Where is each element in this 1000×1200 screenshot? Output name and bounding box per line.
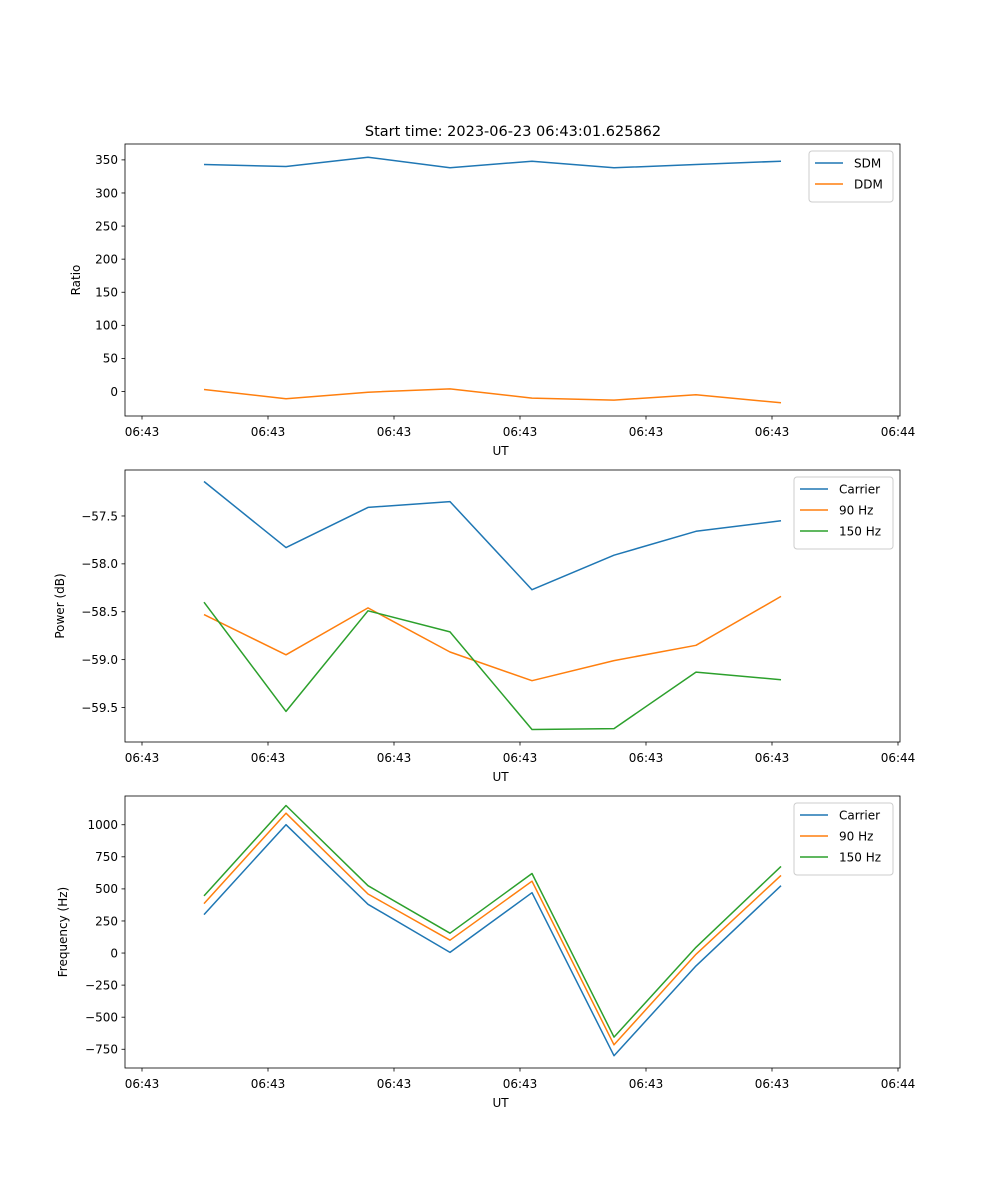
series-line-carrier [203, 480, 782, 591]
legend-label: SDM [854, 156, 881, 170]
x-axis-label: UT [492, 770, 509, 784]
x-tick-label: 06:43 [251, 751, 286, 765]
y-tick-label: −59.0 [81, 653, 118, 667]
y-tick-label: 350 [95, 153, 118, 167]
x-tick-label: 06:44 [881, 425, 916, 439]
subplots: 0 50 100 150 200 250 300 350 06:43 06:43 06:43 06:4… [53, 143, 916, 1110]
series-line-carrier [203, 823, 782, 1057]
x-tick-label: 06:43 [377, 751, 412, 765]
x-tick-label: 06:43 [629, 751, 664, 765]
x-tick-label: 06:43 [503, 751, 538, 765]
x-tick-label: 06:43 [503, 425, 538, 439]
figure-title: Start time: 2023-06-23 06:43:01.625862 [365, 124, 661, 140]
y-tick-label: 750 [95, 850, 118, 864]
legend-label: Carrier [839, 482, 880, 496]
y-tick-label: −57.5 [81, 509, 118, 523]
y-tick-label: −58.5 [81, 605, 118, 619]
y-tick-label: −250 [85, 978, 118, 992]
y-tick-label: −58.0 [81, 557, 118, 571]
legend: Carrier 90 Hz 150 Hz [793, 802, 894, 876]
y-tick-label: 100 [95, 319, 118, 333]
legend: Carrier 90 Hz 150 Hz [793, 476, 894, 550]
series-line-150-hz [203, 601, 782, 731]
x-tick-label: 06:43 [125, 751, 160, 765]
x-tick-label: 06:43 [125, 1077, 160, 1091]
legend-label: 150 Hz [839, 524, 881, 538]
series-line-90-hz [203, 812, 782, 1046]
x-tick-label: 06:43 [503, 1077, 538, 1091]
x-tick-label: 06:43 [755, 425, 790, 439]
y-tick-label: −500 [85, 1010, 118, 1024]
x-tick-label: 06:44 [881, 751, 916, 765]
subplot-3: −750 −500 −250 0 250 500 750 1000 06:43 06:43 06:4… [56, 795, 916, 1110]
legend-label: 150 Hz [839, 850, 881, 864]
y-axis-label: Power (dB) [53, 573, 67, 638]
y-tick-label: 300 [95, 186, 118, 200]
subplot-2: −59.5 −59.0 −58.5 −58.0 −57.5 06:43 06:43 06:43… [53, 469, 916, 784]
y-axis-label: Frequency (Hz) [56, 887, 70, 978]
legend-label: 90 Hz [839, 503, 873, 517]
series-line-150-hz [203, 804, 782, 1038]
x-tick-label: 06:43 [629, 1077, 664, 1091]
axes-frame [124, 795, 901, 1069]
y-tick-label: 150 [95, 286, 118, 300]
y-tick-label: 0 [110, 385, 118, 399]
x-tick-label: 06:43 [251, 1077, 286, 1091]
x-tick-label: 06:43 [251, 425, 286, 439]
axes-frame [124, 143, 901, 417]
x-tick-label: 06:43 [377, 1077, 412, 1091]
series-line-ddm [203, 388, 782, 404]
axes-frame [124, 469, 901, 743]
legend-label: Carrier [839, 808, 880, 822]
subplot-1: 0 50 100 150 200 250 300 350 06:43 06:43 06:43 06:4… [69, 143, 916, 458]
y-tick-label: 50 [103, 352, 118, 366]
y-tick-label: 250 [95, 219, 118, 233]
y-tick-label: 0 [110, 946, 118, 960]
y-tick-label: −59.5 [81, 701, 118, 715]
x-tick-label: 06:44 [881, 1077, 916, 1091]
x-tick-label: 06:43 [755, 751, 790, 765]
y-tick-label: −750 [85, 1043, 118, 1057]
y-tick-label: 250 [95, 914, 118, 928]
y-tick-label: 500 [95, 882, 118, 896]
legend-label: DDM [854, 177, 883, 191]
x-tick-label: 06:43 [377, 425, 412, 439]
x-tick-label: 06:43 [629, 425, 664, 439]
legend: SDM DDM [808, 150, 894, 203]
x-tick-label: 06:43 [755, 1077, 790, 1091]
x-tick-label: 06:43 [125, 425, 160, 439]
legend-label: 90 Hz [839, 829, 873, 843]
x-axis-label: UT [492, 1096, 509, 1110]
series-line-sdm [203, 156, 782, 169]
y-axis-label: Ratio [69, 265, 83, 296]
y-tick-label: 200 [95, 252, 118, 266]
y-tick-label: 1000 [87, 818, 118, 832]
series-line-90-hz [203, 595, 782, 682]
x-axis-label: UT [492, 444, 509, 458]
